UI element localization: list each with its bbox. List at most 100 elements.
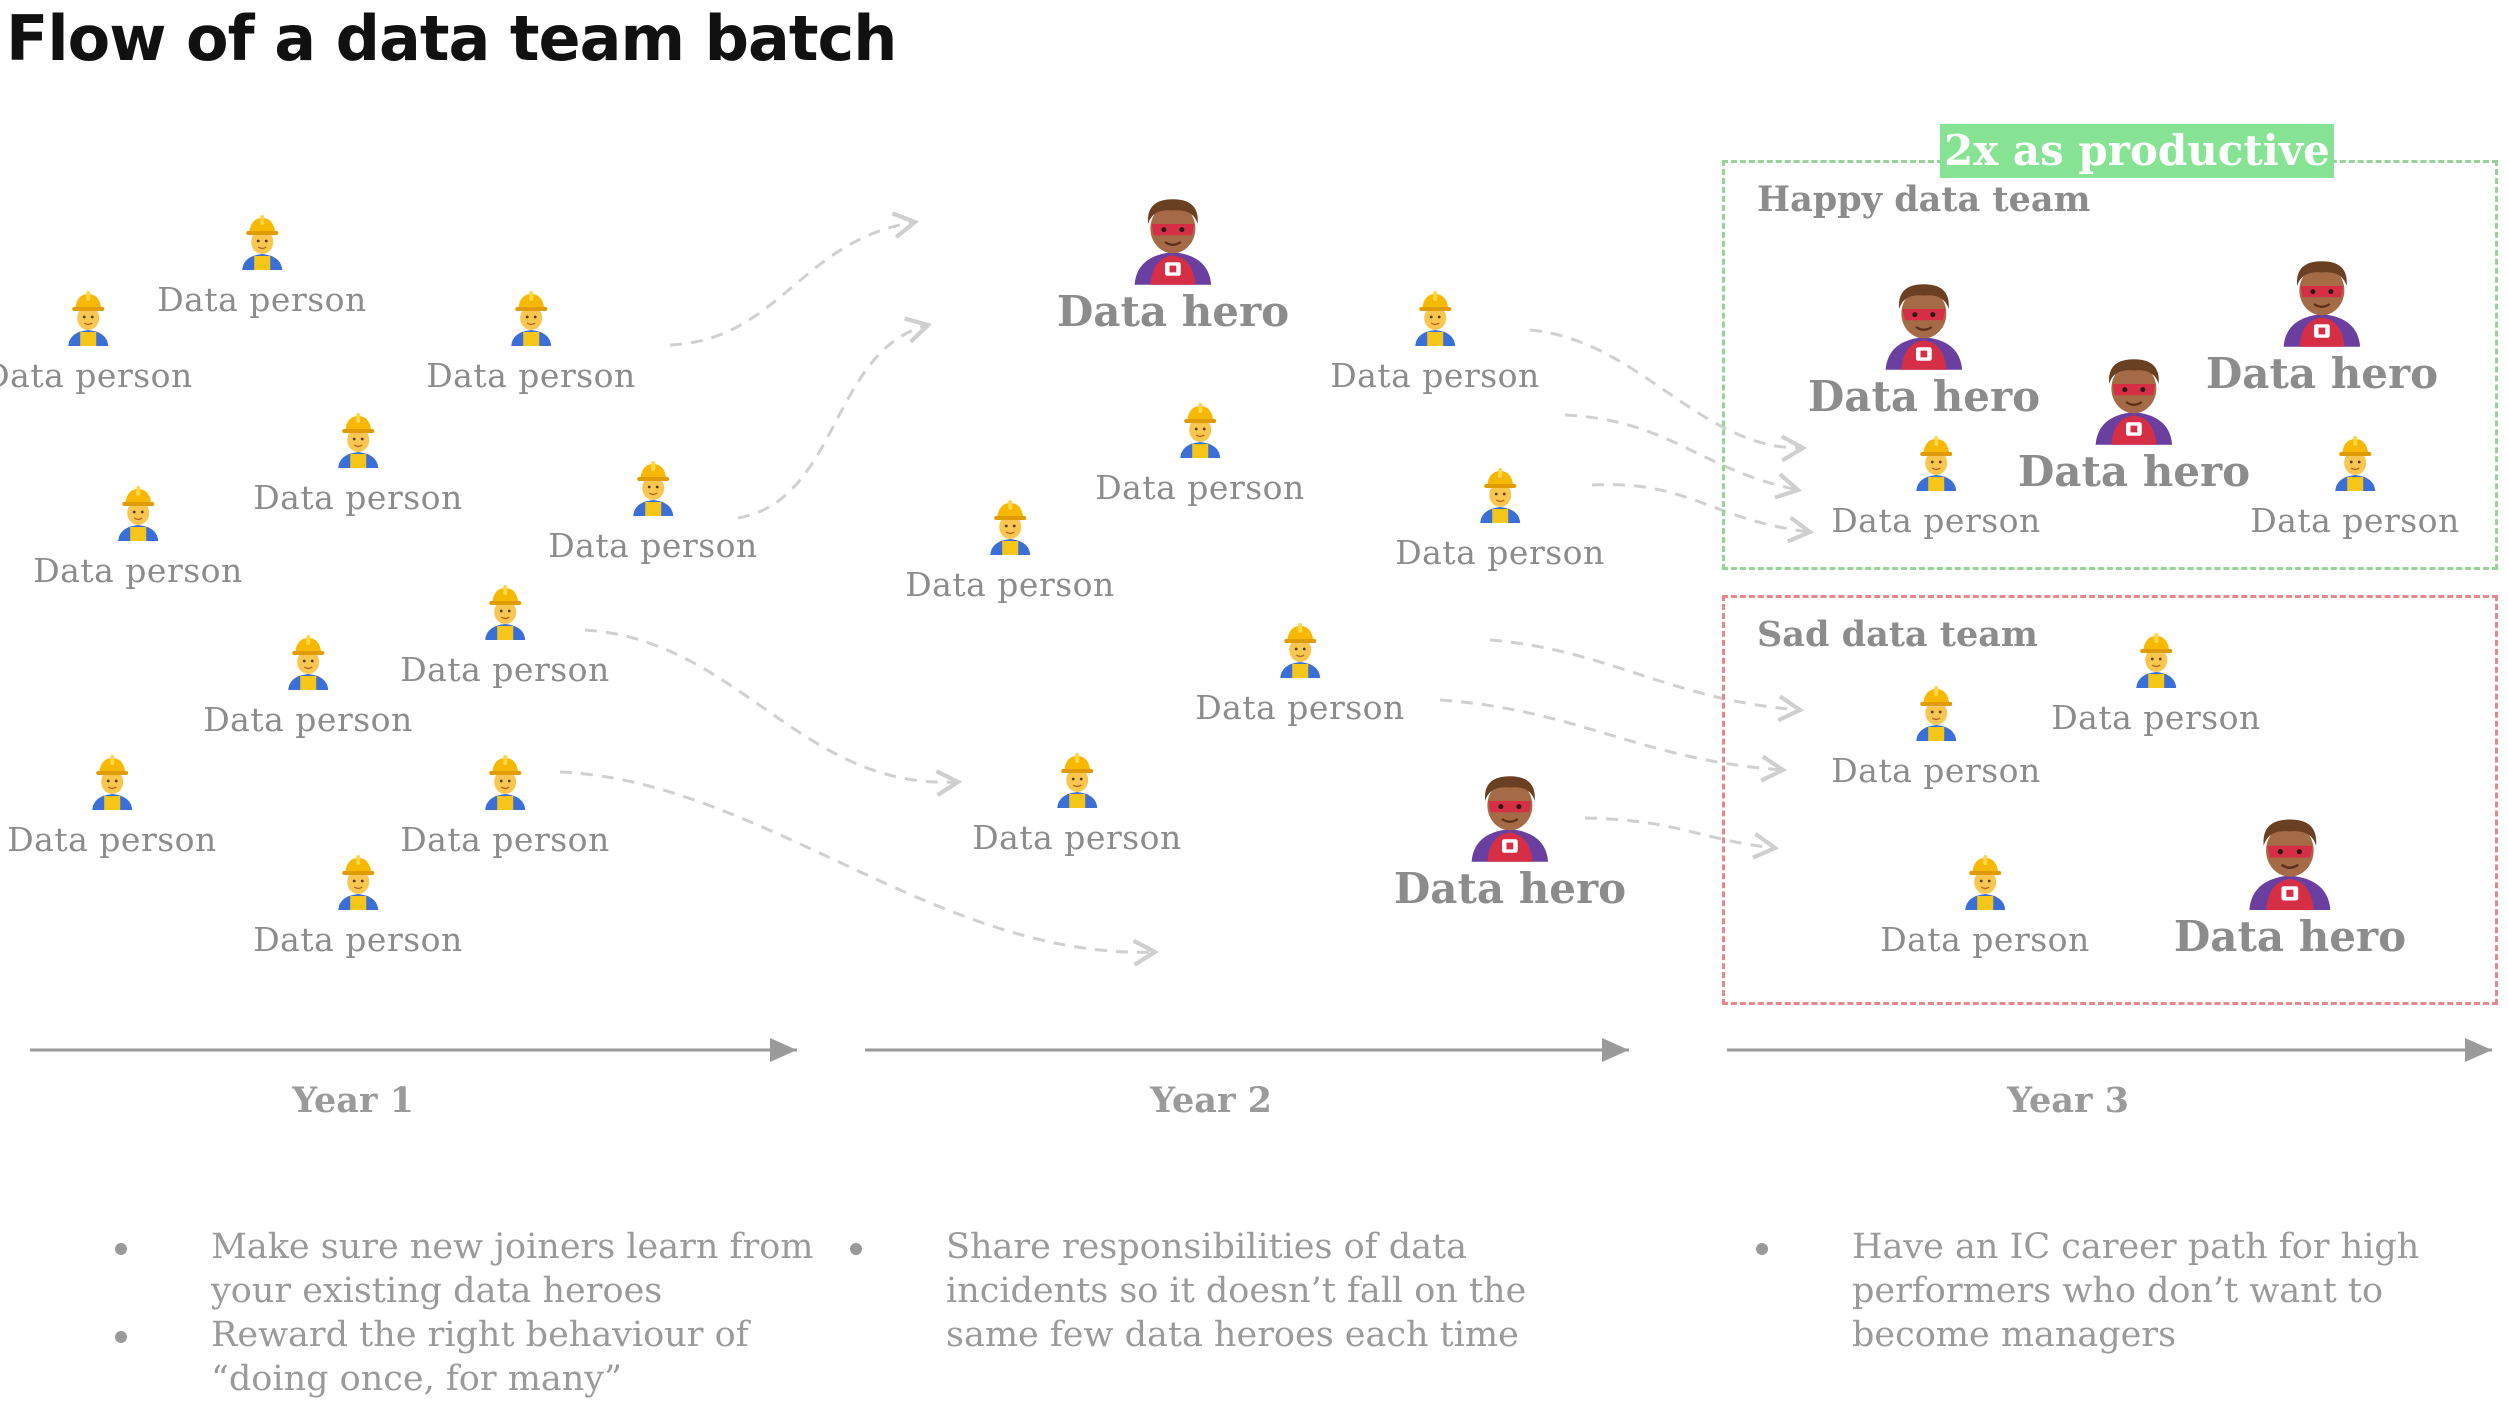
data-person: Data person xyxy=(1195,620,1405,727)
tip-item: Share responsibilities of data incidents… xyxy=(850,1225,1550,1357)
flow-arrow xyxy=(1529,328,1808,463)
flow-arrow xyxy=(1489,638,1805,723)
data-hero: Data hero xyxy=(1808,275,2040,421)
tips-year-2: Share responsibilities of data incidents… xyxy=(850,1225,1550,1357)
superhero-icon xyxy=(1808,275,2040,370)
flow-arrows xyxy=(559,211,1815,967)
data-person: Data person xyxy=(1831,683,2041,790)
flow-arrow xyxy=(737,316,933,520)
data-person-label: Data person xyxy=(905,565,1115,604)
construction-worker-icon xyxy=(1880,852,2090,912)
superhero-icon xyxy=(2174,810,2406,910)
data-person: Data person xyxy=(157,212,367,319)
sad-team-title: Sad data team xyxy=(1757,614,2038,655)
data-person: Data person xyxy=(253,410,463,517)
construction-worker-icon xyxy=(1831,433,2041,493)
flow-arrow xyxy=(584,628,963,797)
construction-worker-icon xyxy=(7,752,217,812)
data-person: Data person xyxy=(400,752,610,859)
construction-worker-icon xyxy=(400,582,610,642)
data-person-label: Data person xyxy=(1395,533,1605,572)
data-person: Data person xyxy=(2051,630,2261,737)
construction-worker-icon xyxy=(2051,630,2261,690)
construction-worker-icon xyxy=(972,750,1182,810)
construction-worker-icon xyxy=(548,458,758,518)
construction-worker-icon xyxy=(1330,288,1540,348)
flow-arrow xyxy=(559,770,1160,967)
data-person-label: Data person xyxy=(1330,356,1540,395)
page-title: Flow of a data team batch xyxy=(6,2,897,75)
construction-worker-icon xyxy=(2250,433,2460,493)
year-label-1: Year 1 xyxy=(292,1080,414,1121)
data-person-label: Data person xyxy=(1831,751,2041,790)
data-hero: Data hero xyxy=(2174,810,2406,961)
year-label-2: Year 2 xyxy=(1150,1080,1272,1121)
construction-worker-icon xyxy=(157,212,367,272)
data-hero: Data hero xyxy=(2206,252,2438,398)
data-person: Data person xyxy=(203,632,413,739)
data-hero-label: Data hero xyxy=(2205,349,2439,398)
construction-worker-icon xyxy=(905,497,1115,557)
data-person-label: Data person xyxy=(1880,920,2090,959)
tips-year-3: Have an IC career path for high performe… xyxy=(1756,1225,2486,1357)
data-hero: Data hero xyxy=(2018,350,2250,496)
superhero-icon xyxy=(2206,252,2438,347)
data-hero: Data hero xyxy=(1394,767,1626,913)
data-person: Data person xyxy=(253,852,463,959)
data-person: Data person xyxy=(972,750,1182,857)
happy-team-title: Happy data team xyxy=(1757,179,2091,220)
data-person: Data person xyxy=(1095,400,1305,507)
construction-worker-icon xyxy=(0,288,193,348)
tip-item: Have an IC career path for high performe… xyxy=(1756,1225,2486,1357)
superhero-icon xyxy=(2018,350,2250,445)
data-person-label: Data person xyxy=(253,478,463,517)
data-person-label: Data person xyxy=(253,920,463,959)
construction-worker-icon xyxy=(1831,683,2041,743)
data-person: Data person xyxy=(1395,465,1605,572)
data-hero-label: Data hero xyxy=(2173,912,2407,961)
data-person: Data person xyxy=(1330,288,1540,395)
data-person-label: Data person xyxy=(2051,698,2261,737)
construction-worker-icon xyxy=(33,483,243,543)
construction-worker-icon xyxy=(1195,620,1405,680)
data-person: Data person xyxy=(1831,433,2041,540)
data-person-label: Data person xyxy=(426,356,636,395)
productive-badge: 2x as productive xyxy=(1940,124,2334,178)
flow-arrow xyxy=(1439,698,1788,783)
data-person: Data person xyxy=(7,752,217,859)
construction-worker-icon xyxy=(253,410,463,470)
tip-item: Reward the right behaviour of “doing onc… xyxy=(115,1313,815,1401)
tip-item: Make sure new joiners learn from your ex… xyxy=(115,1225,815,1313)
flow-arrow xyxy=(1564,413,1803,500)
data-person-label: Data person xyxy=(157,280,367,319)
data-person-label: Data person xyxy=(33,551,243,590)
data-person-label: Data person xyxy=(548,526,758,565)
data-person: Data person xyxy=(905,497,1115,604)
construction-worker-icon xyxy=(426,288,636,348)
data-person: Data person xyxy=(1880,852,2090,959)
data-person-label: Data person xyxy=(1195,688,1405,727)
data-person-label: Data person xyxy=(7,820,217,859)
data-person-label: Data person xyxy=(400,820,610,859)
flow-arrow xyxy=(669,211,920,347)
data-person-label: Data person xyxy=(0,356,193,395)
data-person: Data person xyxy=(2250,433,2460,540)
tips-year-1: Make sure new joiners learn from your ex… xyxy=(115,1225,815,1401)
data-person-label: Data person xyxy=(2250,501,2460,540)
construction-worker-icon xyxy=(1095,400,1305,460)
data-hero-label: Data hero xyxy=(1807,372,2041,421)
construction-worker-icon xyxy=(253,852,463,912)
data-hero: Data hero xyxy=(1057,190,1289,336)
data-person: Data person xyxy=(548,458,758,565)
superhero-icon xyxy=(1394,767,1626,862)
construction-worker-icon xyxy=(1395,465,1605,525)
data-person: Data person xyxy=(426,288,636,395)
data-person-label: Data person xyxy=(400,650,610,689)
data-hero-label: Data hero xyxy=(1393,864,1627,913)
flow-arrow xyxy=(1591,483,1815,544)
data-person: Data person xyxy=(0,288,193,395)
year-label-3: Year 3 xyxy=(2007,1080,2129,1121)
construction-worker-icon xyxy=(203,632,413,692)
data-person-label: Data person xyxy=(1095,468,1305,507)
